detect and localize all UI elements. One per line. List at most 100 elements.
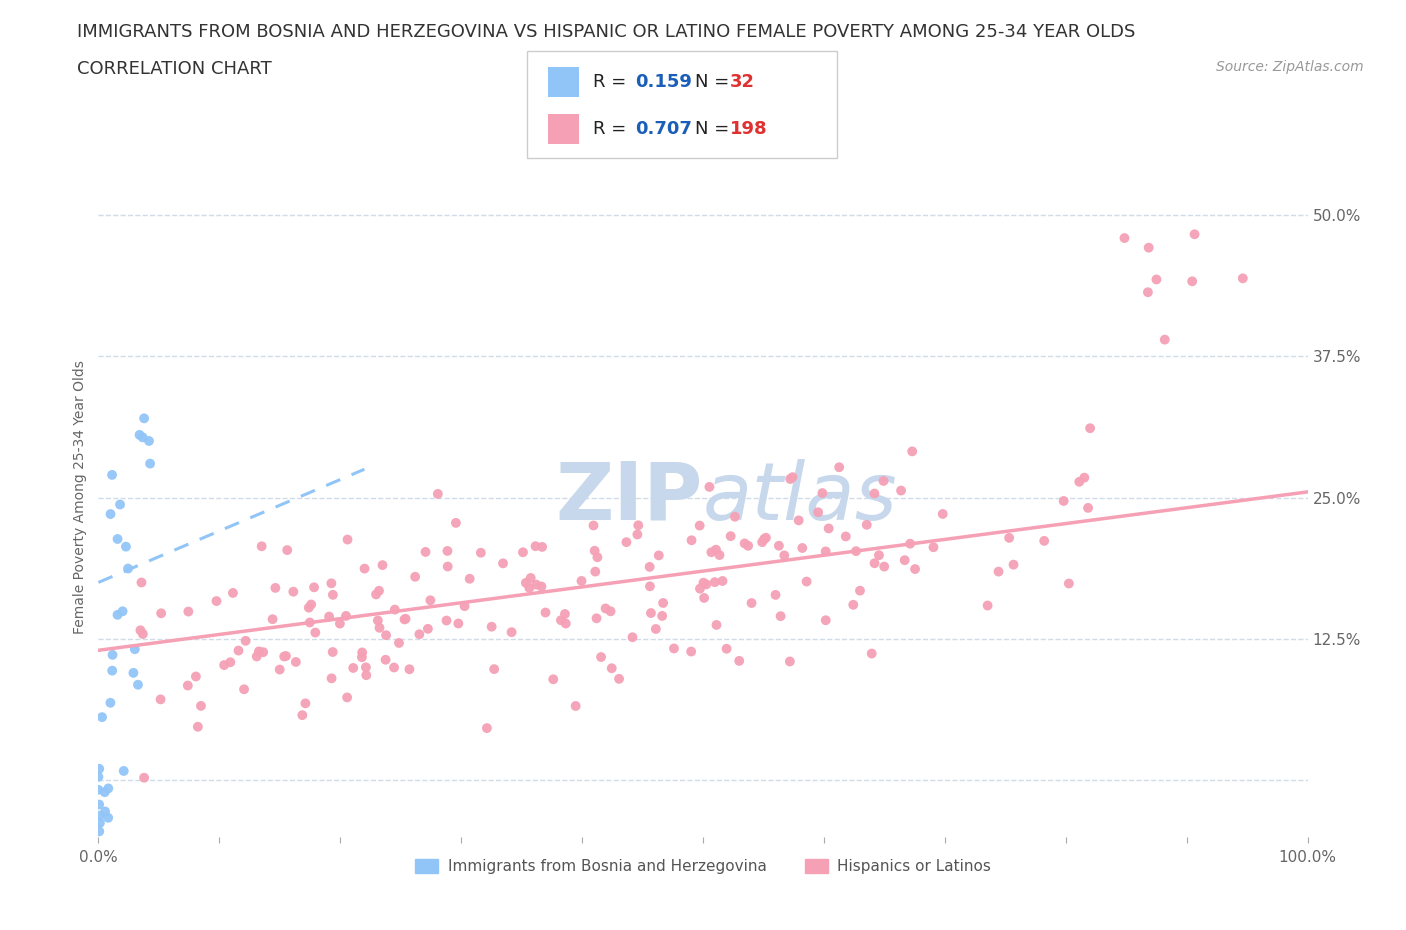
Point (233, 682, 256, 697)
Point (415, 544, 437, 559)
Point (94, 804, 117, 819)
Point (737, 538, 759, 553)
Point (904, 562, 927, 577)
Point (184, 669, 207, 684)
Point (599, 604, 621, 618)
Point (512, 545, 534, 560)
Point (591, 649, 613, 664)
Point (922, 539, 945, 554)
Point (127, 677, 149, 692)
Point (849, 583, 872, 598)
Point (367, 613, 389, 628)
Point (501, 625, 523, 640)
Point (583, 543, 606, 558)
Point (644, 621, 666, 636)
Point (322, 588, 344, 603)
Point (638, 578, 661, 593)
Point (550, 613, 572, 628)
Point (1114, 231, 1136, 246)
Point (138, 433, 160, 448)
Point (131, 430, 153, 445)
Point (107, 532, 129, 547)
Point (299, 597, 322, 612)
Point (250, 538, 273, 553)
Point (321, 576, 343, 591)
Point (382, 660, 405, 675)
Point (863, 556, 886, 571)
Point (426, 486, 449, 501)
Point (322, 644, 344, 659)
Point (364, 587, 387, 602)
Point (1033, 534, 1056, 549)
Point (97, 810, 120, 825)
Point (700, 545, 723, 560)
Legend: Immigrants from Bosnia and Herzegovina, Hispanics or Latinos: Immigrants from Bosnia and Herzegovina, … (409, 853, 997, 881)
Point (640, 605, 662, 620)
Point (1069, 474, 1091, 489)
Point (681, 533, 703, 548)
Point (436, 559, 458, 574)
Point (571, 574, 593, 589)
Point (564, 698, 586, 713)
Point (294, 696, 316, 711)
Point (741, 595, 763, 610)
Point (765, 588, 787, 603)
Point (149, 692, 172, 707)
Point (724, 510, 747, 525)
Point (436, 543, 458, 558)
Text: 0.707: 0.707 (636, 120, 692, 139)
Point (1002, 557, 1025, 572)
Point (93, 785, 115, 800)
Point (519, 570, 541, 585)
Point (482, 661, 505, 676)
Point (107, 607, 129, 622)
Point (1136, 285, 1159, 299)
Point (273, 649, 295, 664)
Point (811, 485, 834, 500)
Point (384, 602, 406, 617)
Point (817, 521, 839, 536)
Y-axis label: Female Poverty Among 25-34 Year Olds: Female Poverty Among 25-34 Year Olds (73, 361, 87, 634)
Text: N =: N = (695, 120, 734, 139)
Point (100, 696, 122, 711)
Point (607, 671, 630, 686)
Point (716, 642, 738, 657)
Point (419, 592, 441, 607)
Point (368, 620, 391, 635)
Point (692, 576, 714, 591)
Point (626, 527, 648, 542)
Point (621, 630, 644, 644)
Point (100, 507, 122, 522)
Point (304, 625, 326, 640)
Text: 0.159: 0.159 (636, 73, 692, 91)
Point (689, 518, 711, 533)
Point (276, 543, 298, 558)
Point (648, 548, 671, 563)
Point (89, 816, 111, 830)
Point (117, 561, 139, 576)
Point (1146, 272, 1168, 287)
Point (638, 560, 661, 575)
Point (1057, 576, 1080, 591)
Point (264, 580, 287, 595)
Point (773, 548, 796, 563)
Point (124, 642, 146, 657)
Point (128, 428, 150, 443)
Point (177, 604, 200, 619)
Point (101, 663, 124, 678)
Point (706, 618, 728, 632)
Point (371, 558, 394, 573)
Point (112, 764, 135, 778)
Point (814, 613, 837, 628)
Point (89, 797, 111, 812)
Point (863, 486, 886, 501)
Text: N =: N = (695, 73, 734, 91)
Point (212, 658, 235, 672)
Point (205, 593, 228, 608)
Point (101, 647, 124, 662)
Point (177, 678, 200, 693)
Point (190, 698, 212, 713)
Point (1078, 420, 1101, 435)
Point (1073, 471, 1095, 485)
Point (262, 612, 284, 627)
